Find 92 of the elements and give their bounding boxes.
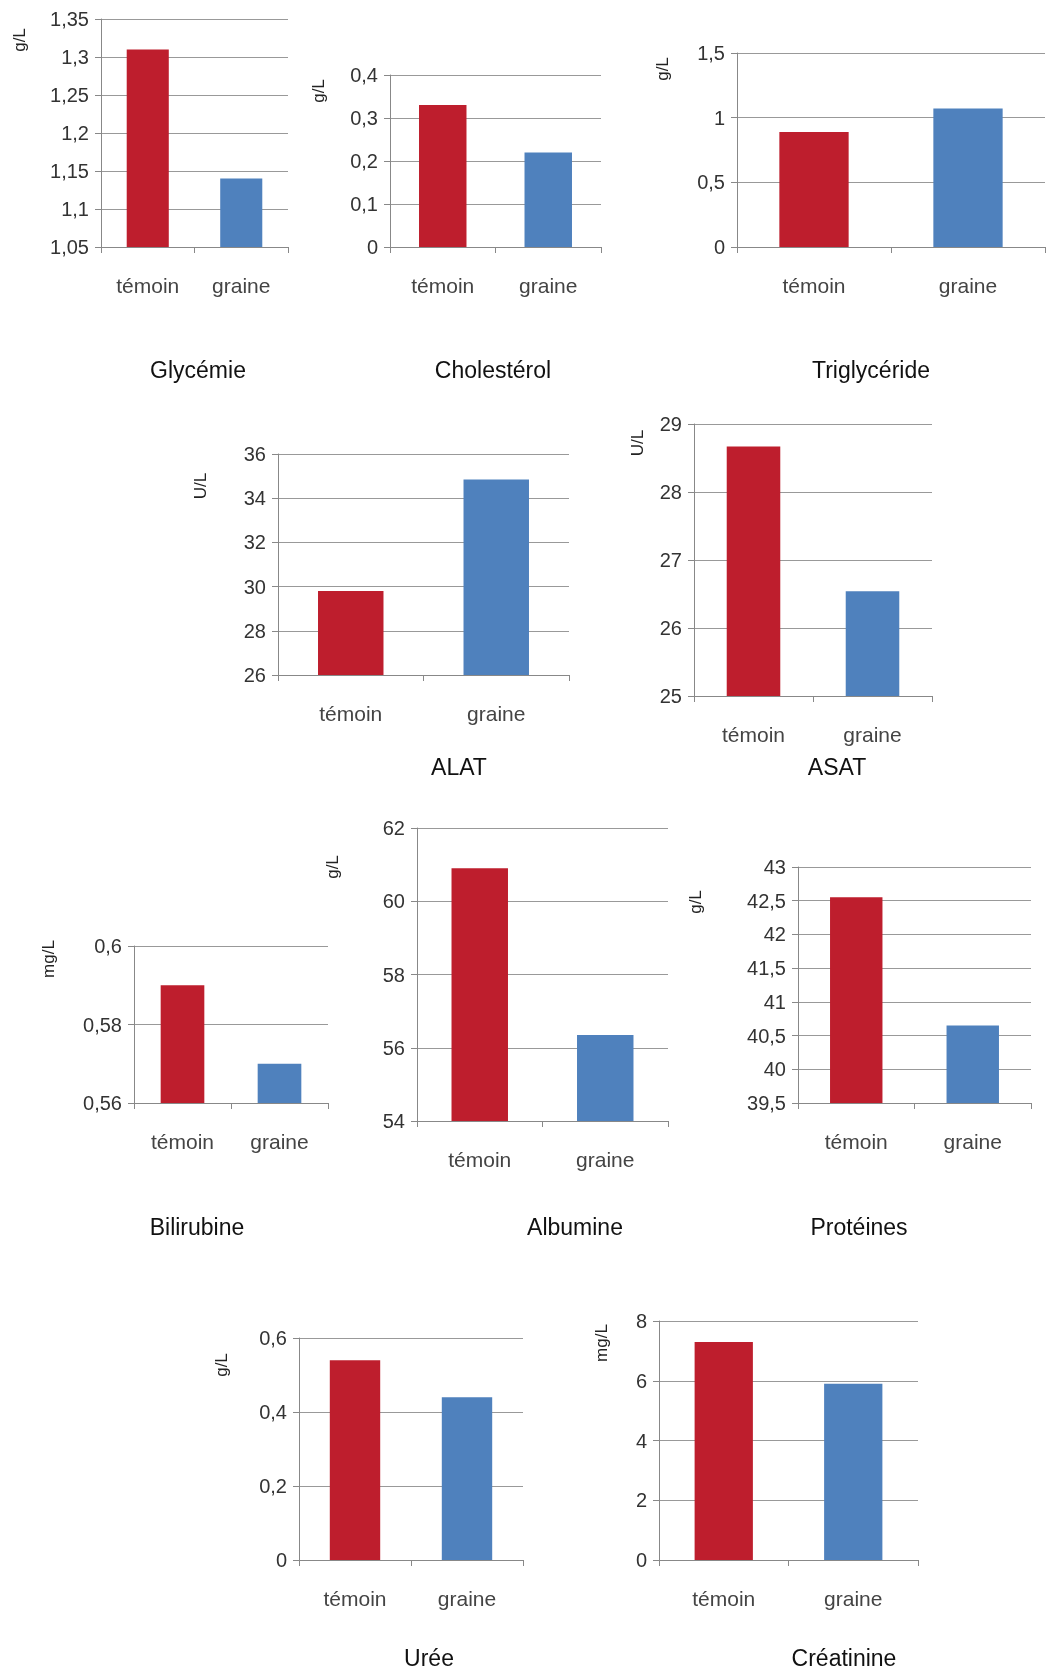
y-tick-label: 1,3 [61, 46, 89, 68]
y-tick-label: 58 [382, 963, 405, 986]
x-tick-label: témoin [116, 274, 180, 297]
x-tick-label: graine [843, 723, 902, 746]
y-tick-label: 0,3 [350, 107, 378, 129]
y-tick-label: 60 [382, 890, 405, 913]
x-tick-label: graine [938, 274, 998, 297]
text: Cholestérol [434, 356, 552, 383]
y-tick-label: 56 [382, 1036, 405, 1059]
y-tick-label: 0,2 [350, 150, 378, 172]
y-tick-label: 0,4 [259, 1401, 287, 1423]
y-tick-label: 6 [635, 1369, 647, 1392]
y-axis-title: g/L [652, 57, 672, 81]
y-tick-label: 1,1 [61, 198, 89, 220]
x-tick-label: graine [576, 1148, 635, 1171]
y-tick-label: 0,4 [350, 64, 378, 86]
text: Créatinine [791, 1644, 897, 1671]
y-tick-label: 1,25 [50, 84, 89, 106]
text: ASAT [807, 753, 867, 780]
x-tick-label: témoin [319, 702, 383, 725]
y-tick-label: 26 [659, 617, 682, 639]
text: Protéines [810, 1213, 908, 1240]
y-tick-label: 1,5 [697, 42, 725, 64]
x-tick-label: graine [824, 1587, 883, 1610]
text: Albumine [527, 1213, 623, 1240]
y-tick-label: 40,5 [747, 1024, 786, 1047]
y-axis-title: g/L [211, 1353, 231, 1377]
y-tick-label: 25 [659, 685, 682, 707]
y-tick-label: 29 [659, 413, 682, 435]
y-tick-label: 62 [382, 817, 405, 839]
y-tick-label: 30 [243, 575, 266, 598]
y-axis-title: U/L [190, 472, 210, 500]
x-tick-label: graine [467, 702, 526, 725]
y-tick-label: 28 [243, 619, 266, 642]
y-tick-label: 0 [366, 236, 378, 258]
y-axis-title: g/L [9, 28, 29, 52]
y-tick-label: 0 [713, 236, 725, 258]
y-tick-label: 0,6 [94, 935, 122, 957]
y-tick-label: 42 [763, 923, 786, 946]
x-tick-label: graine [250, 1130, 309, 1153]
y-axis-title: U/L [627, 429, 647, 457]
y-tick-label: 32 [243, 531, 266, 554]
y-tick-label: 0,58 [83, 1013, 122, 1036]
x-tick-label: graine [212, 274, 271, 297]
text: Triglycéride [811, 356, 931, 383]
x-tick-label: témoin [721, 723, 786, 746]
y-tick-label: 8 [635, 1310, 647, 1332]
y-tick-label: 1,2 [61, 122, 89, 144]
y-tick-label: 36 [243, 443, 266, 465]
y-tick-label: 54 [382, 1110, 405, 1132]
y-tick-label: 1,05 [50, 236, 89, 258]
x-tick-label: témoin [150, 1130, 215, 1153]
x-tick-label: témoin [824, 1130, 888, 1153]
y-tick-label: 0,5 [697, 171, 725, 194]
y-tick-label: 41,5 [747, 957, 786, 980]
x-tick-label: témoin [411, 274, 475, 297]
text: Bilirubine [149, 1213, 245, 1240]
x-tick-label: témoin [448, 1148, 512, 1171]
y-tick-label: 42,5 [747, 889, 786, 912]
x-tick-label: témoin [323, 1587, 387, 1610]
text: Urée [404, 1644, 454, 1671]
y-tick-label: 40 [763, 1058, 786, 1081]
x-tick-label: témoin [782, 274, 846, 297]
text: ALAT [431, 753, 487, 780]
y-tick-label: 2 [635, 1489, 647, 1512]
y-tick-label: 1 [713, 106, 725, 129]
y-tick-label: 0,56 [83, 1092, 122, 1114]
y-tick-label: 0 [635, 1549, 647, 1571]
y-tick-label: 43 [763, 856, 786, 878]
y-tick-label: 0,6 [259, 1327, 287, 1349]
y-axis-title: g/L [322, 855, 342, 879]
x-tick-label: témoin [692, 1587, 756, 1610]
y-tick-label: 39,5 [747, 1092, 786, 1114]
y-tick-label: 1,15 [50, 160, 89, 182]
y-tick-label: 4 [635, 1429, 647, 1452]
y-tick-label: 0,2 [259, 1475, 287, 1497]
y-tick-label: 0 [275, 1549, 287, 1571]
x-tick-label: graine [519, 274, 578, 297]
y-axis-title: mg/L [591, 1324, 611, 1362]
y-axis-title: mg/L [38, 940, 58, 978]
y-axis-title: g/L [308, 79, 328, 103]
y-tick-label: 1,35 [50, 8, 89, 30]
y-tick-label: 34 [243, 487, 266, 510]
y-tick-label: 41 [763, 990, 786, 1013]
x-tick-label: graine [437, 1587, 497, 1610]
y-axis-title: g/L [685, 890, 705, 914]
y-tick-label: 27 [659, 549, 682, 571]
x-tick-label: graine [943, 1130, 1002, 1153]
y-tick-label: 26 [243, 664, 266, 686]
text: Glycémie [150, 356, 246, 383]
y-tick-label: 28 [659, 481, 682, 503]
y-tick-label: 0,1 [350, 193, 378, 215]
